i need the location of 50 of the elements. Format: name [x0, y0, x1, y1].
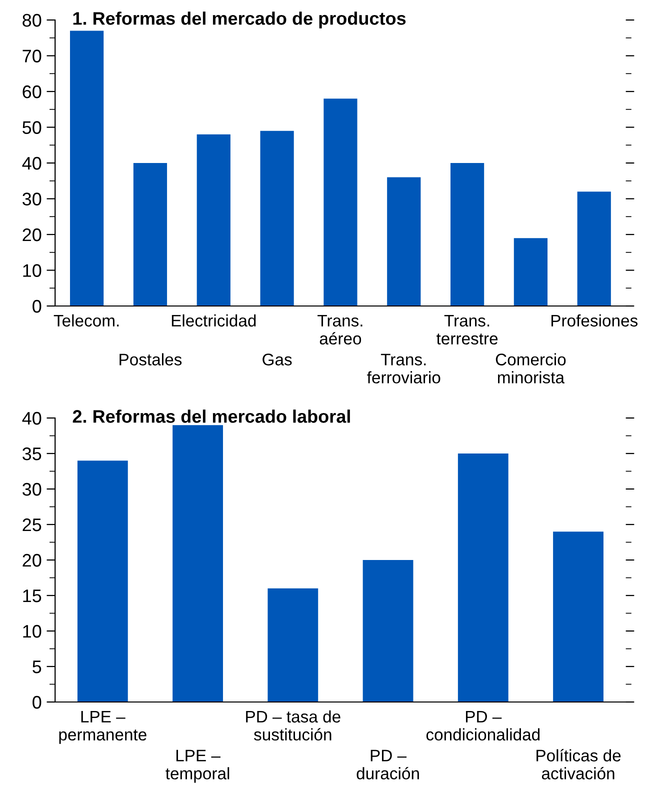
y-tick-label: 15	[23, 590, 42, 602]
x-tick-label: Trans. ferroviario	[367, 354, 440, 384]
x-tick-label: LPE – temporal	[166, 750, 230, 783]
y-tick-label: 0	[32, 696, 42, 709]
bar	[268, 588, 318, 702]
y-tick-label: 20	[22, 228, 42, 242]
x-tick-label: Profesiones	[551, 314, 638, 327]
bar	[450, 163, 484, 306]
y-tick-label: 50	[22, 121, 42, 134]
bar	[133, 163, 168, 306]
y-tick-label: 5	[32, 660, 42, 674]
chart-title: 2. Reformas del mercado laboral	[72, 410, 350, 423]
y-tick-label: 35	[22, 447, 42, 460]
x-tick-label: Trans. terrestre	[436, 314, 498, 345]
bar	[196, 134, 230, 306]
chart-title: 1. Reformas del mercado de productos	[73, 12, 406, 28]
y-tick-label: 40	[22, 412, 42, 425]
bar	[77, 460, 128, 702]
bar	[70, 30, 104, 306]
bar	[458, 454, 508, 702]
y-tick-label: 80	[22, 14, 42, 27]
y-tick-label: 30	[22, 192, 42, 206]
bar	[514, 238, 548, 306]
bar	[362, 560, 414, 702]
bar	[172, 425, 223, 702]
bar	[260, 130, 294, 306]
bar	[324, 98, 358, 306]
x-tick-label: PD – duración	[356, 750, 419, 780]
x-tick-label: Postales	[120, 353, 182, 366]
x-tick-label: Electricidad	[172, 314, 256, 327]
x-tick-label: Trans. aéreo	[318, 314, 362, 345]
y-tick-label: 10	[23, 264, 42, 277]
y-tick-label: 25	[22, 518, 42, 532]
x-tick-label: Comercio minorista	[496, 353, 566, 384]
x-tick-label: PD – tasa de sustitución	[246, 710, 340, 741]
y-tick-label: 60	[22, 85, 42, 98]
x-tick-label: Telecom.	[54, 314, 119, 327]
y-tick-label: 10	[23, 624, 42, 638]
y-tick-label: 70	[22, 50, 42, 62]
bar	[577, 192, 611, 306]
bar	[553, 532, 604, 702]
x-tick-label: Gas	[262, 354, 292, 366]
y-tick-label: 30	[22, 482, 42, 496]
bar	[387, 177, 421, 306]
x-tick-label: Políticas de activación	[536, 749, 621, 780]
y-tick-label: 20	[22, 554, 42, 567]
x-tick-label: PD – condicionalidad	[426, 710, 540, 741]
y-tick-label: 0	[32, 300, 42, 313]
x-tick-label: LPE – permanente	[59, 710, 146, 744]
y-tick-label: 40	[22, 156, 42, 170]
